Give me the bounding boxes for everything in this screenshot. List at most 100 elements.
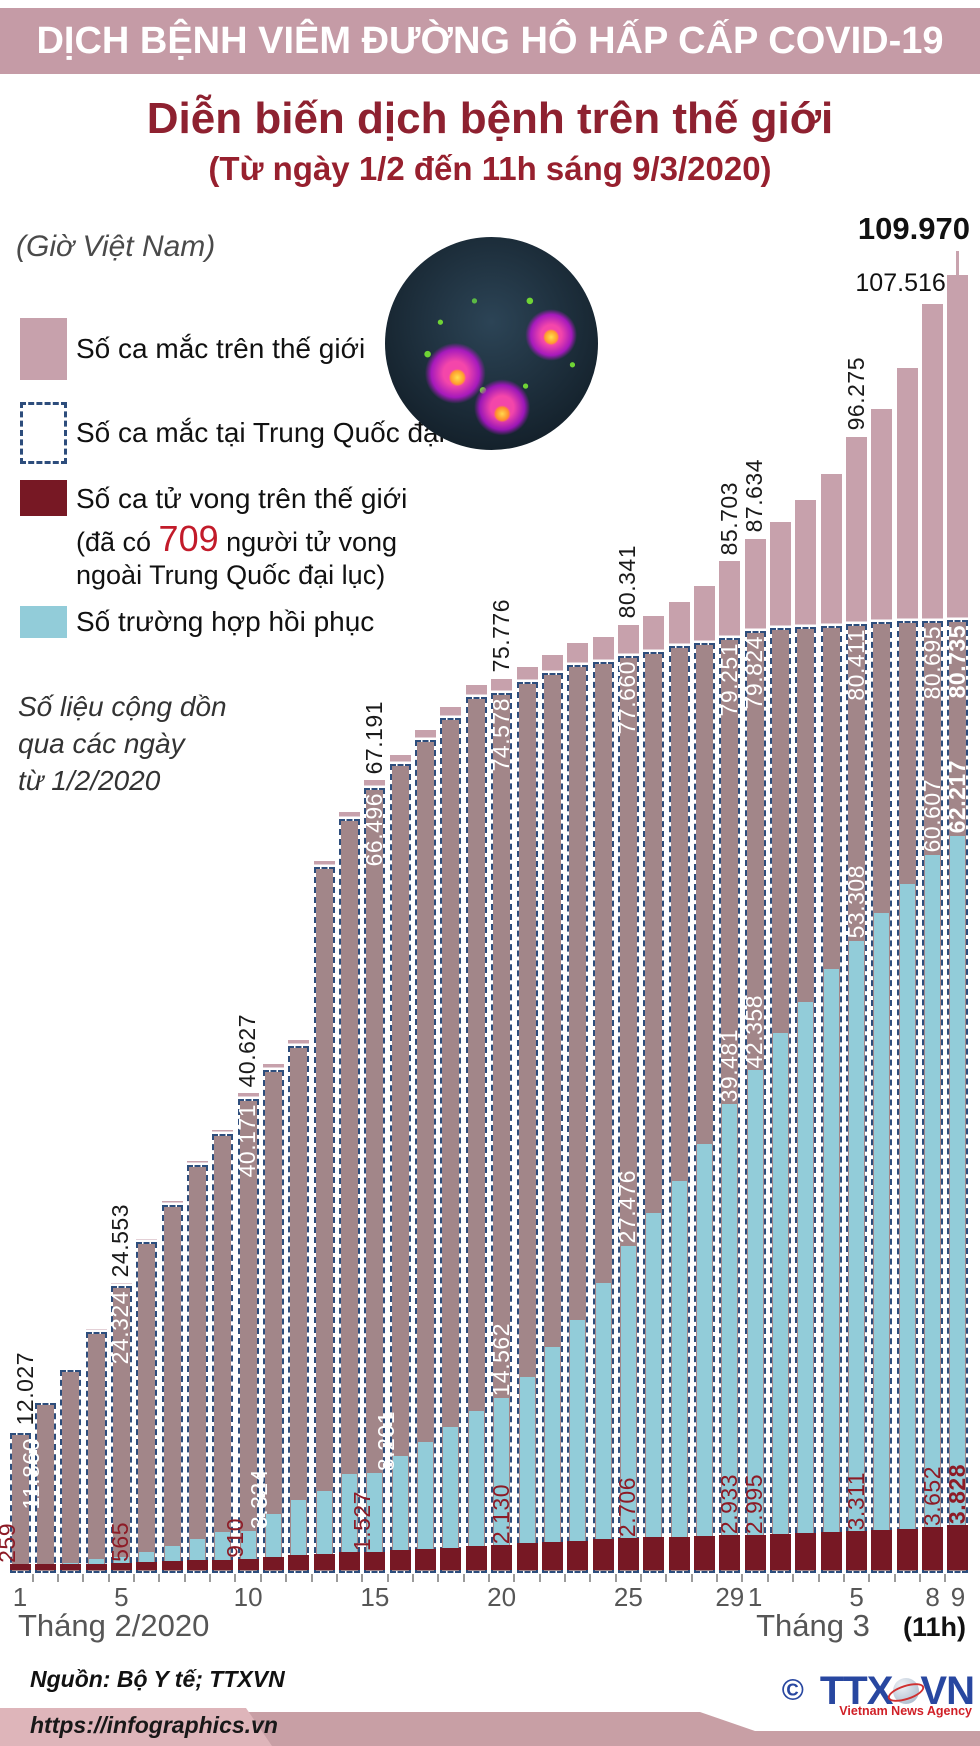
- value-label: 40.627: [234, 1014, 261, 1088]
- china-bar-fill: [188, 1167, 206, 1571]
- china-bar-fill: [265, 1072, 282, 1571]
- recovered-bar: [392, 1456, 408, 1570]
- deaths-bar: [719, 1535, 741, 1570]
- deaths-bar: [110, 1563, 132, 1570]
- cumulative-note-line2: qua các ngày: [18, 728, 185, 759]
- deaths-bar: [693, 1536, 715, 1570]
- value-label: 66.496: [360, 793, 387, 867]
- x-tick: [259, 1574, 262, 1582]
- deaths-bar: [440, 1548, 462, 1570]
- x-tick: [411, 1574, 414, 1582]
- recovered-bar: [595, 1283, 611, 1570]
- deaths-bar: [643, 1537, 665, 1570]
- value-label: 96.275: [842, 357, 869, 431]
- recovered-bar: [950, 836, 966, 1570]
- cumulative-note-line1: Số liệu cộng dồn: [18, 691, 227, 722]
- recovered-bar: [443, 1427, 459, 1570]
- value-label: 53.308: [842, 865, 869, 939]
- ttxvn-logo: © TTX VN Vietnam News Agency: [782, 1668, 975, 1719]
- deaths-bar: [770, 1534, 791, 1570]
- value-label: 24.324: [107, 1290, 134, 1365]
- value-label: 14.562: [487, 1322, 514, 1397]
- value-label: 2.995: [741, 1473, 768, 1534]
- x-tick: [868, 1574, 871, 1582]
- value-label: 2.130: [487, 1483, 514, 1544]
- value-label: 8.201: [372, 1411, 399, 1472]
- value-label: 80.695: [918, 625, 945, 699]
- coronavirus-micrograph-image: [385, 237, 598, 450]
- logo-text-ttx: TTX: [819, 1668, 894, 1713]
- deaths-bar: [85, 1564, 107, 1570]
- recovered-bar: [544, 1347, 560, 1570]
- value-label: 62.217: [943, 760, 970, 834]
- china-bar: [110, 1286, 132, 1573]
- footer-url: https://infographics.vn: [30, 1712, 278, 1738]
- deaths-bar: [516, 1543, 538, 1570]
- value-label: 80.411: [842, 628, 869, 701]
- china-bar: [491, 693, 513, 1573]
- value-label: 80.735: [943, 625, 970, 699]
- globe-icon: [893, 1678, 920, 1704]
- value-label: 565: [107, 1522, 134, 1563]
- value-label: 2.933: [715, 1474, 742, 1535]
- deaths-note-prefix: (đã có: [76, 527, 159, 557]
- recovered-bar: [874, 913, 890, 1570]
- deaths-bar: [846, 1531, 868, 1570]
- header-banner: DỊCH BỆNH VIÊM ĐƯỜNG HÔ HẤP CẤP COVID-19: [0, 8, 980, 74]
- value-label: 259: [0, 1523, 20, 1563]
- x-tick: [513, 1574, 516, 1582]
- x-tick: [57, 1574, 60, 1582]
- deaths-bar: [820, 1532, 842, 1570]
- value-label: 107.516: [855, 268, 946, 297]
- page-subtitle: (Từ ngày 1/2 đến 11h sáng 9/3/2020): [208, 150, 772, 187]
- deaths-note-line2: ngoài Trung Quốc đại lục): [76, 560, 386, 590]
- x-tick: [335, 1574, 338, 1582]
- deaths-bar: [567, 1541, 589, 1570]
- x-tick: [437, 1574, 440, 1582]
- china-bar-fill: [239, 1101, 257, 1571]
- value-label: 2.706: [614, 1477, 641, 1538]
- x-tick: [285, 1574, 288, 1582]
- x-tick: [792, 1574, 795, 1582]
- value-label: 79.824: [741, 635, 768, 710]
- china-bar: [60, 1370, 82, 1573]
- legend-label-deaths: Số ca tử vong trên thế giới: [76, 483, 408, 514]
- x-tick: [918, 1574, 921, 1582]
- value-label: 87.634: [741, 459, 768, 533]
- value-label: 910: [222, 1518, 249, 1559]
- deaths-bar: [795, 1533, 817, 1570]
- deaths-bar: [465, 1546, 487, 1570]
- cumulative-note: Số liệu cộng dồn qua các ngày từ 1/2/202…: [18, 688, 227, 799]
- legend-label-recovered: Số trường hợp hồi phục: [76, 606, 375, 637]
- value-label: 27.476: [614, 1170, 641, 1244]
- x-tick: [741, 1574, 744, 1582]
- value-label: 74.578: [487, 697, 514, 772]
- china-bar-fill: [87, 1334, 105, 1571]
- x-tick: [842, 1574, 845, 1582]
- china-bar-fill: [366, 790, 384, 1571]
- recovered-bar: [291, 1500, 307, 1570]
- deaths-bar: [237, 1559, 259, 1570]
- x-tick-label: 1: [747, 1582, 763, 1612]
- china-bar-fill: [138, 1244, 156, 1571]
- deaths-bar: [592, 1539, 614, 1570]
- china-bar-fill: [315, 869, 333, 1571]
- x-tick: [107, 1574, 110, 1582]
- china-bar: [237, 1099, 259, 1573]
- recovered-bar: [798, 1002, 814, 1570]
- x-tick: [893, 1574, 896, 1582]
- china-bar-fill: [214, 1136, 232, 1571]
- recovered-bar: [899, 884, 915, 1570]
- recovered-bar: [925, 855, 941, 1570]
- x-tick: [133, 1574, 136, 1582]
- x-tick: [589, 1574, 592, 1582]
- axis-hour-label: (11h): [903, 1612, 967, 1642]
- x-tick-label: 5: [849, 1582, 864, 1612]
- china-bar: [263, 1070, 284, 1573]
- legend-label-world-cases: Số ca mắc trên thế giới: [76, 333, 366, 364]
- value-label: 3.311: [842, 1471, 869, 1530]
- deaths-bar: [313, 1554, 335, 1570]
- footer-url-tab: [0, 1708, 272, 1746]
